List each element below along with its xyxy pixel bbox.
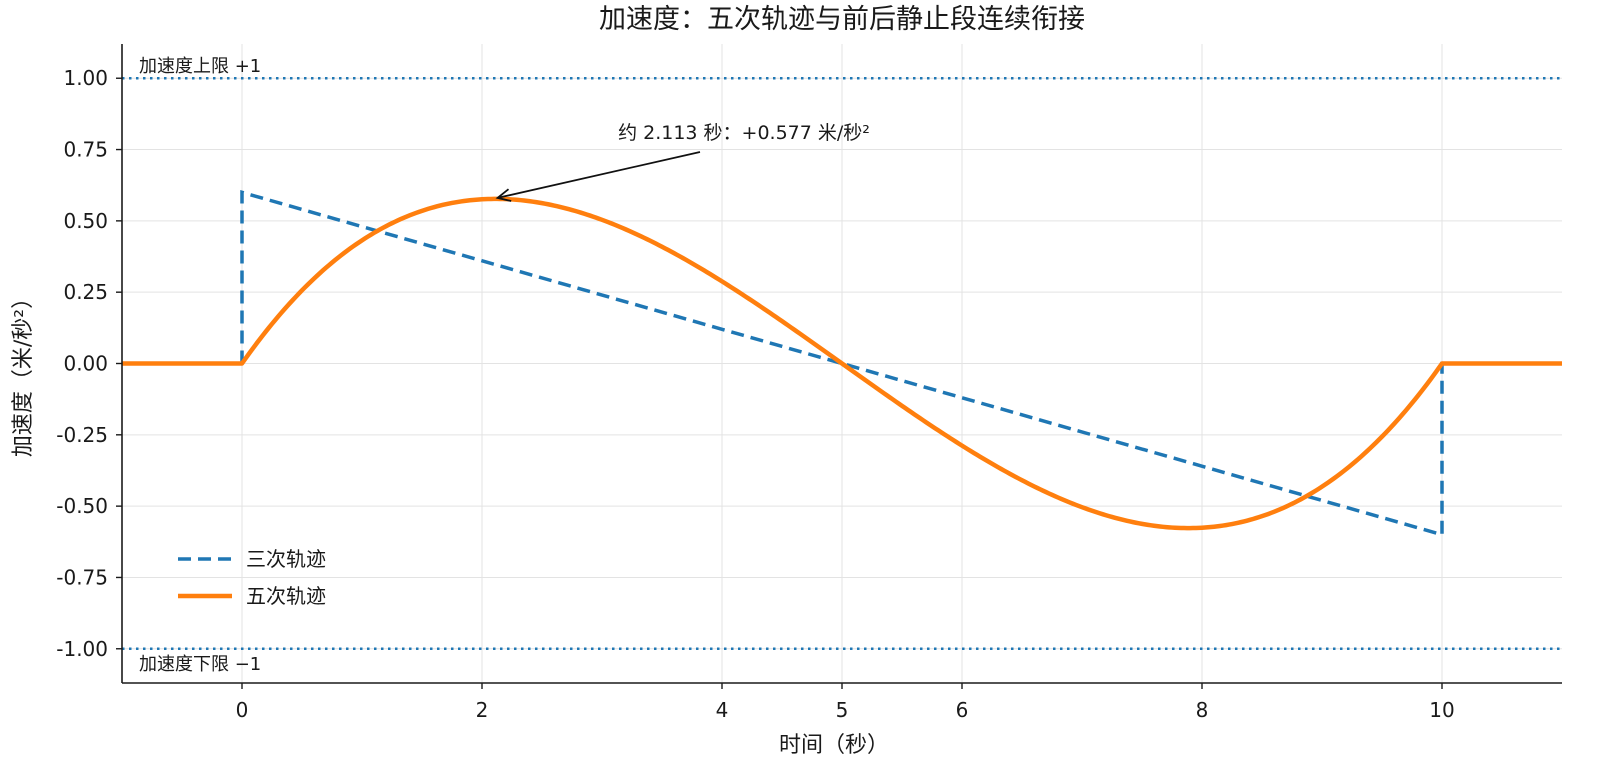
reference-lines: 加速度上限 +1 加速度下限 −1: [122, 56, 1562, 675]
x-tick-label: 0: [236, 698, 249, 722]
x-tick-label: 4: [716, 698, 729, 722]
y-tick-label: 1.00: [63, 66, 108, 90]
x-tick-label: 8: [1196, 698, 1209, 722]
y-axis-label: 加速度（米/秒²）: [11, 287, 36, 457]
y-tick-label: -0.50: [56, 494, 108, 518]
series-quintic-line: [122, 196, 1562, 531]
reference-line-label: 加速度上限 +1: [139, 56, 261, 77]
peak-annotation: 约 2.113 秒：+0.577 米/秒²: [495, 122, 870, 202]
x-tick-label: 2: [476, 698, 489, 722]
y-tick-label: 0.75: [63, 138, 108, 162]
series-group: [122, 190, 1562, 537]
legend-label: 三次轨迹: [246, 547, 326, 571]
chart-title: 加速度：五次轨迹与前后静止段连续衔接: [599, 4, 1085, 35]
y-tick-label: -0.25: [56, 423, 108, 447]
legend-label: 五次轨迹: [246, 584, 326, 608]
y-tick-label: 0.50: [63, 209, 108, 233]
annotation-arrow-head: [495, 188, 512, 202]
y-tick-label: -0.75: [56, 565, 108, 589]
grid: [122, 44, 1562, 683]
y-tick-label: -1.00: [56, 637, 108, 661]
x-tick-label: 6: [956, 698, 969, 722]
x-tick-label: 5: [836, 698, 849, 722]
x-axis-label: 时间（秒）: [779, 733, 889, 758]
annotation-text: 约 2.113 秒：+0.577 米/秒²: [618, 122, 870, 144]
annotation-arrow-shaft: [497, 151, 701, 199]
reference-line-label: 加速度下限 −1: [139, 654, 261, 675]
y-tick-label: 0.00: [63, 352, 108, 376]
x-tick-label: 10: [1429, 698, 1454, 722]
y-tick-label: 0.25: [63, 280, 108, 304]
tick-labels: 0 2 4 5 6 8 10 1.00 0.75 0.50 0.25 0.00 -0.25 -0.50 -0…: [56, 66, 1454, 722]
